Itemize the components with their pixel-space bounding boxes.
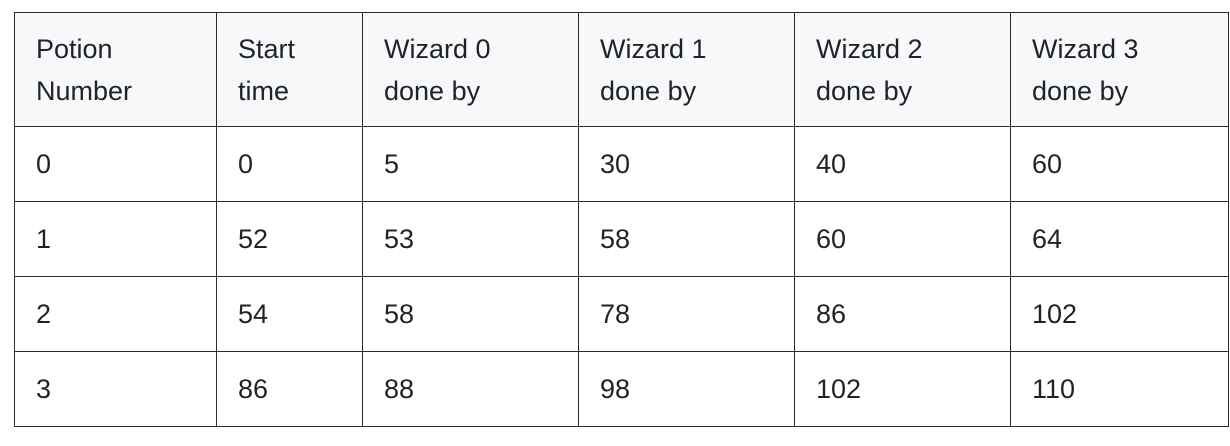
- table-cell: 53: [362, 201, 579, 277]
- potion-schedule-table: Potion Number Start time Wizard 0 done by W…: [14, 12, 1229, 427]
- header-row: Potion Number Start time Wizard 0 done by W…: [14, 12, 1229, 127]
- table-cell: 3: [14, 351, 217, 427]
- table-cell: 60: [794, 201, 1011, 277]
- table-cell: 52: [216, 201, 363, 277]
- table-cell: 64: [1010, 201, 1229, 277]
- header-start-time: Start time: [216, 12, 363, 127]
- header-wizard-0: Wizard 0 done by: [362, 12, 579, 127]
- table-cell: 30: [578, 126, 795, 202]
- table-cell: 58: [362, 276, 579, 352]
- table-cell: 98: [578, 351, 795, 427]
- table-cell: 54: [216, 276, 363, 352]
- table-cell: 86: [794, 276, 1011, 352]
- table-cell: 1: [14, 201, 217, 277]
- header-potion-number: Potion Number: [14, 12, 217, 127]
- table-row: 2 54 58 78 86 102: [14, 276, 1229, 352]
- header-wizard-1: Wizard 1 done by: [578, 12, 795, 127]
- table-cell: 102: [794, 351, 1011, 427]
- table-cell: 78: [578, 276, 795, 352]
- table-cell: 60: [1010, 126, 1229, 202]
- header-wizard-2: Wizard 2 done by: [794, 12, 1011, 127]
- table-header: Potion Number Start time Wizard 0 done by W…: [14, 12, 1229, 127]
- table-cell: 110: [1010, 351, 1229, 427]
- header-wizard-3: Wizard 3 done by: [1010, 12, 1229, 127]
- table-row: 3 86 88 98 102 110: [14, 351, 1229, 427]
- table-cell: 58: [578, 201, 795, 277]
- table-body: 0 0 5 30 40 60 1 52 53 58 60 64 2 54 58 …: [14, 126, 1229, 427]
- table-cell: 0: [216, 126, 363, 202]
- table-cell: 86: [216, 351, 363, 427]
- table-row: 1 52 53 58 60 64: [14, 201, 1229, 277]
- table-cell: 5: [362, 126, 579, 202]
- table-cell: 2: [14, 276, 217, 352]
- table-cell: 40: [794, 126, 1011, 202]
- table-cell: 88: [362, 351, 579, 427]
- table-row: 0 0 5 30 40 60: [14, 126, 1229, 202]
- table-cell: 102: [1010, 276, 1229, 352]
- table-cell: 0: [14, 126, 217, 202]
